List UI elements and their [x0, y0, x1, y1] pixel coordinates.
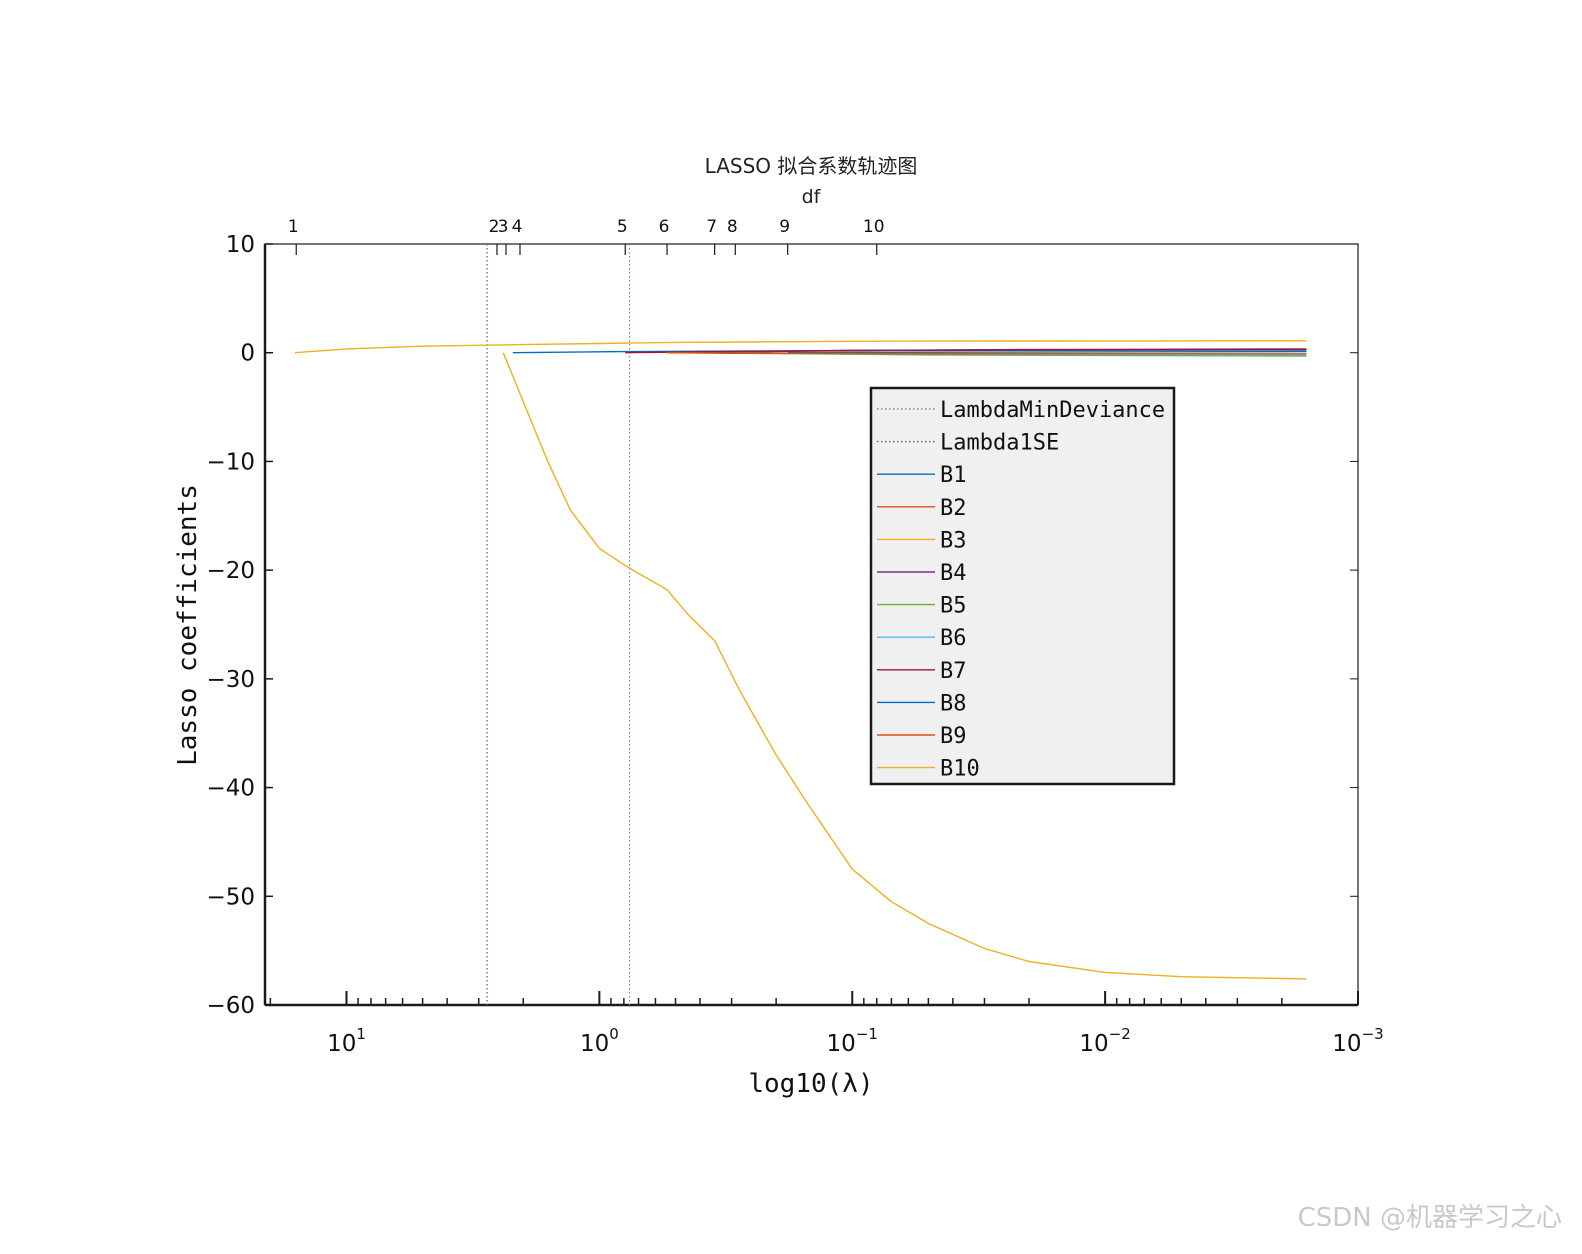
- x-tick-mantissa: 10: [827, 1031, 856, 1057]
- legend-label-b1: B1: [940, 463, 967, 488]
- legend-label-b2: B2: [940, 496, 967, 521]
- legend-items: LambdaMinDeviance Lambda1SE B1 B2 B3 B4 B5 B6 B7…: [877, 398, 1165, 782]
- y-tick-label: −60: [206, 993, 255, 1019]
- legend-label-lambda1se: Lambda1SE: [940, 431, 1059, 456]
- legend-label-b5: B5: [940, 594, 967, 619]
- legend-label-b9: B9: [940, 724, 967, 749]
- legend-label-b6: B6: [940, 626, 967, 651]
- df-tick-label: 3: [498, 217, 509, 237]
- x-tick-labels: 101 100 10−1 10−2 10−3: [327, 1025, 1384, 1057]
- df-tick-label: 4: [512, 217, 523, 237]
- legend-box: [869, 386, 1176, 786]
- y-tick-label: 10: [226, 232, 255, 258]
- df-axis-label: df: [802, 186, 822, 208]
- x-tick-exponent: −1: [856, 1025, 878, 1043]
- df-tick-labels: 1 23 4 5 6 7 8 9 10: [288, 217, 885, 237]
- legend[interactable]: LambdaMinDeviance Lambda1SE B1 B2 B3 B4 B5 B6 B7…: [869, 386, 1176, 786]
- df-tick-label: 2: [489, 217, 500, 237]
- x-tick-exponent: 0: [609, 1025, 619, 1043]
- tick-marks: [265, 243, 1359, 1006]
- y-tick-label: −20: [206, 558, 255, 584]
- x-tick-exponent: 1: [356, 1025, 366, 1043]
- series-line-b9: [666, 352, 1307, 355]
- x-tick-exponent: −3: [1362, 1025, 1384, 1043]
- series-line-b7: [625, 348, 1307, 354]
- y-tick-labels: 10 0 −10 −20 −30 −40 −50 −60: [206, 232, 255, 1019]
- y-axis-label: Lasso coefficients: [173, 484, 203, 766]
- legend-label-b4: B4: [940, 561, 967, 586]
- chart-title: LASSO 拟合系数轨迹图: [705, 154, 918, 178]
- x-tick-exponent: −2: [1109, 1025, 1131, 1043]
- series-line-b10: [502, 352, 1307, 980]
- df-tick-label: 9: [779, 217, 790, 237]
- x-tick-mantissa: 10: [327, 1031, 356, 1057]
- df-tick-label: 8: [727, 217, 738, 237]
- legend-label-lambdamindeviance: LambdaMinDeviance: [940, 398, 1165, 423]
- df-tick-label: 5: [617, 217, 628, 237]
- df-tick-label: 10: [863, 217, 885, 237]
- y-tick-label: 0: [240, 341, 255, 367]
- watermark: CSDN @机器学习之心: [1298, 1203, 1562, 1233]
- df-tick-label: 7: [706, 217, 717, 237]
- df-tick-label: 6: [659, 217, 670, 237]
- x-tick-label: 100: [580, 1025, 619, 1057]
- legend-label-b3: B3: [940, 528, 967, 553]
- x-tick-label: 10−3: [1332, 1025, 1383, 1057]
- y-tick-label: −10: [206, 449, 255, 475]
- df-tick-label: 1: [288, 217, 299, 237]
- legend-label-b8: B8: [940, 691, 967, 716]
- legend-label-b10: B10: [940, 757, 980, 782]
- series-line-b3: [294, 340, 1307, 354]
- x-tick-label: 10−1: [827, 1025, 878, 1057]
- y-tick-label: −40: [206, 776, 255, 802]
- x-tick-label: 101: [327, 1025, 366, 1057]
- x-tick-mantissa: 10: [1332, 1031, 1361, 1057]
- y-tick-label: −30: [206, 667, 255, 693]
- series-line-b8: [787, 350, 1307, 354]
- lambda-lines: [486, 244, 631, 1005]
- plot-frame: [263, 243, 1359, 1007]
- x-tick-label: 10−2: [1079, 1025, 1130, 1057]
- x-tick-mantissa: 10: [1079, 1031, 1108, 1057]
- y-tick-label: −50: [206, 884, 255, 910]
- x-axis-label: log10(λ): [748, 1069, 873, 1099]
- legend-label-b7: B7: [940, 659, 967, 684]
- x-tick-mantissa: 10: [580, 1031, 609, 1057]
- series-lines: [294, 340, 1307, 980]
- plot-area: [264, 243, 1359, 1006]
